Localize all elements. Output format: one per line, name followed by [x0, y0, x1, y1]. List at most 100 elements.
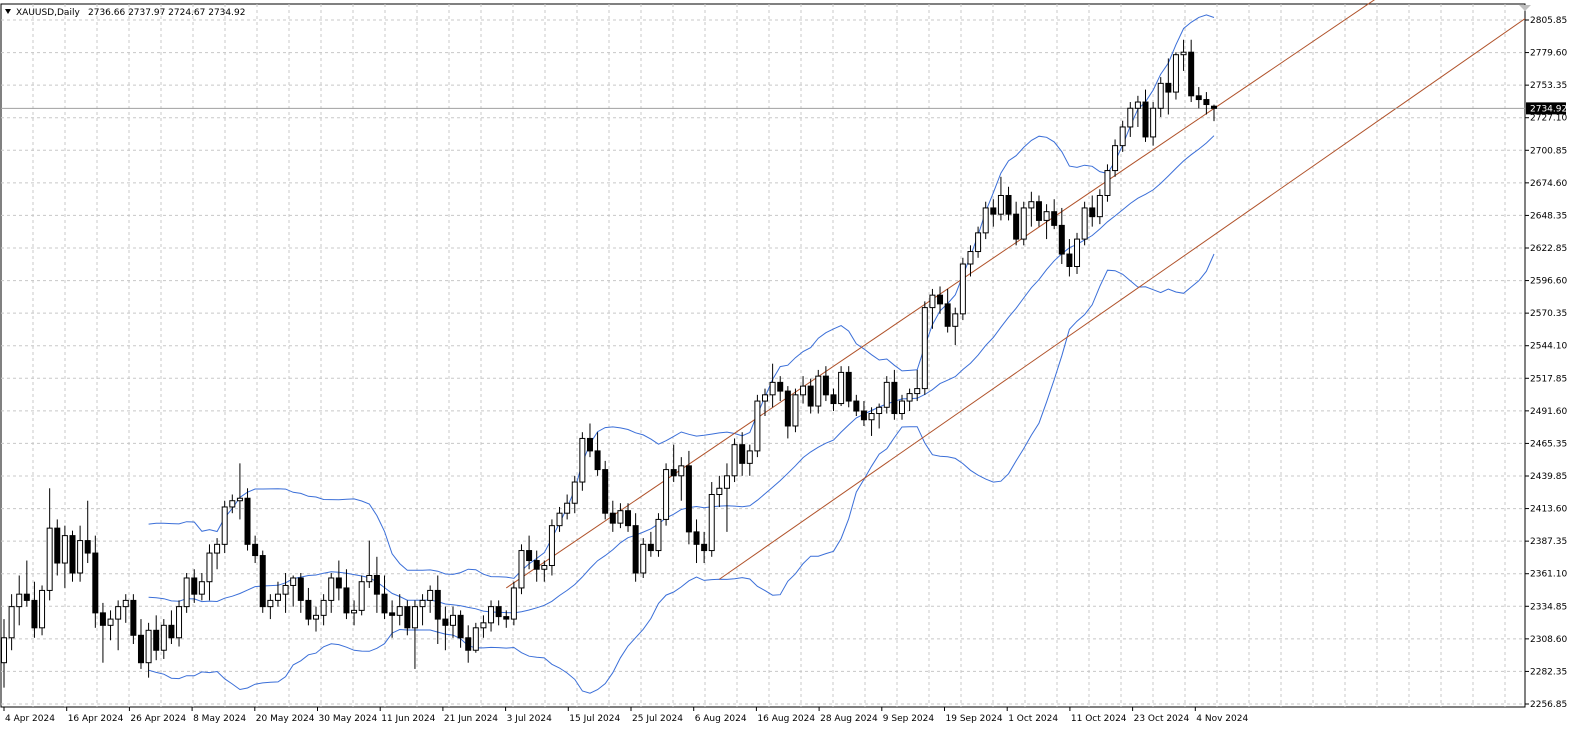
time-tick-label: 11 Jun 2024: [381, 714, 435, 724]
candle-body-down: [1051, 211, 1058, 226]
candle-body-down: [944, 303, 951, 327]
candle-body-up: [472, 627, 479, 651]
current-price-tag: 2734.92: [1526, 102, 1567, 115]
candle: [160, 619, 167, 659]
candle: [997, 176, 1004, 221]
candle-body-down: [891, 381, 898, 415]
candle: [1020, 201, 1027, 246]
candle-body-down: [609, 512, 616, 524]
candle-body-up: [396, 606, 403, 616]
candle: [198, 572, 205, 601]
candle: [838, 366, 845, 407]
candle-body-down: [335, 577, 342, 589]
candle-body-up: [967, 251, 974, 265]
candle-body-up: [351, 609, 358, 614]
candle: [845, 366, 852, 408]
candle: [670, 444, 677, 483]
candle: [830, 388, 837, 412]
candle: [784, 386, 791, 439]
candle-body-down: [297, 577, 304, 601]
candle-body-up: [221, 506, 228, 545]
price-tick-label: 2596.60: [1530, 277, 1567, 287]
candle: [236, 463, 243, 520]
candle: [716, 475, 723, 507]
candle-body-up: [160, 624, 167, 651]
candle: [61, 525, 68, 588]
candle: [183, 572, 190, 613]
candle-body-up: [564, 502, 571, 514]
candle: [777, 376, 784, 402]
candle: [335, 560, 342, 601]
candle-body-up: [898, 400, 905, 415]
candle: [229, 494, 236, 514]
candle: [1195, 87, 1202, 109]
candle: [906, 388, 913, 412]
time-tick-label: 16 Apr 2024: [68, 714, 124, 724]
candle-body-down: [252, 543, 259, 557]
candle: [640, 538, 647, 578]
price-tick-label: 2805.85: [1530, 16, 1567, 26]
candle-body-up: [290, 577, 297, 586]
candle: [952, 307, 959, 345]
plot-frame: [0, 3, 1526, 708]
chart-shift-icon[interactable]: [1519, 5, 1531, 11]
candle-body-down: [830, 394, 837, 405]
time-tick-label: 4 Nov 2024: [1196, 714, 1248, 724]
price-tick-label: 2674.60: [1530, 179, 1567, 189]
candle: [914, 369, 921, 402]
candle-body-down: [54, 527, 61, 564]
candle-body-down: [647, 543, 654, 552]
candle-body-down: [526, 550, 533, 562]
candle: [137, 619, 144, 669]
candle-body-up: [792, 394, 799, 427]
candle: [31, 581, 38, 638]
candle: [153, 615, 160, 661]
candle: [396, 594, 403, 626]
candle: [1112, 139, 1119, 177]
candle: [297, 572, 304, 613]
candle: [328, 572, 335, 613]
candle-body-up: [640, 543, 647, 574]
candle: [685, 450, 692, 545]
price-tick-label: 2413.60: [1530, 505, 1567, 515]
candle: [617, 503, 624, 529]
candle-body-up: [176, 606, 183, 639]
candle: [937, 286, 944, 314]
price-tick-label: 2465.35: [1530, 439, 1567, 449]
candle: [815, 369, 822, 414]
candle: [176, 600, 183, 647]
candle-body-up: [838, 371, 845, 405]
candle-body-down: [784, 390, 791, 427]
candle-body-down: [465, 637, 472, 651]
candle-body-down: [937, 294, 944, 305]
candle: [168, 610, 175, 645]
candle: [708, 482, 715, 557]
candle-body-up: [975, 232, 982, 253]
candle-body-up: [1096, 194, 1103, 218]
candle: [1142, 89, 1149, 142]
candle-body-up: [959, 263, 966, 315]
candle: [1066, 239, 1073, 277]
candle: [746, 444, 753, 476]
candle: [503, 610, 510, 628]
candle: [571, 475, 578, 514]
candle-body-down: [168, 624, 175, 639]
candle-body-up: [61, 535, 68, 564]
candle: [23, 560, 30, 607]
candle: [518, 544, 525, 595]
time-axis: 4 Apr 2024 16 Apr 2024 26 Apr 2024 8 May 20…: [3, 707, 1248, 724]
candle: [46, 488, 53, 601]
candle-body-up: [77, 540, 84, 574]
candle-body-down: [625, 510, 632, 527]
candle-body-down: [99, 612, 106, 626]
candle: [305, 587, 312, 626]
channel-lower-line[interactable]: [719, 18, 1526, 580]
candle: [701, 531, 708, 564]
dropdown-triangle-icon[interactable]: [5, 9, 11, 14]
candle-body-up: [754, 400, 761, 452]
candle-body-up: [929, 294, 936, 309]
candle-body-up: [997, 194, 1004, 215]
candle-body-up: [800, 385, 807, 396]
